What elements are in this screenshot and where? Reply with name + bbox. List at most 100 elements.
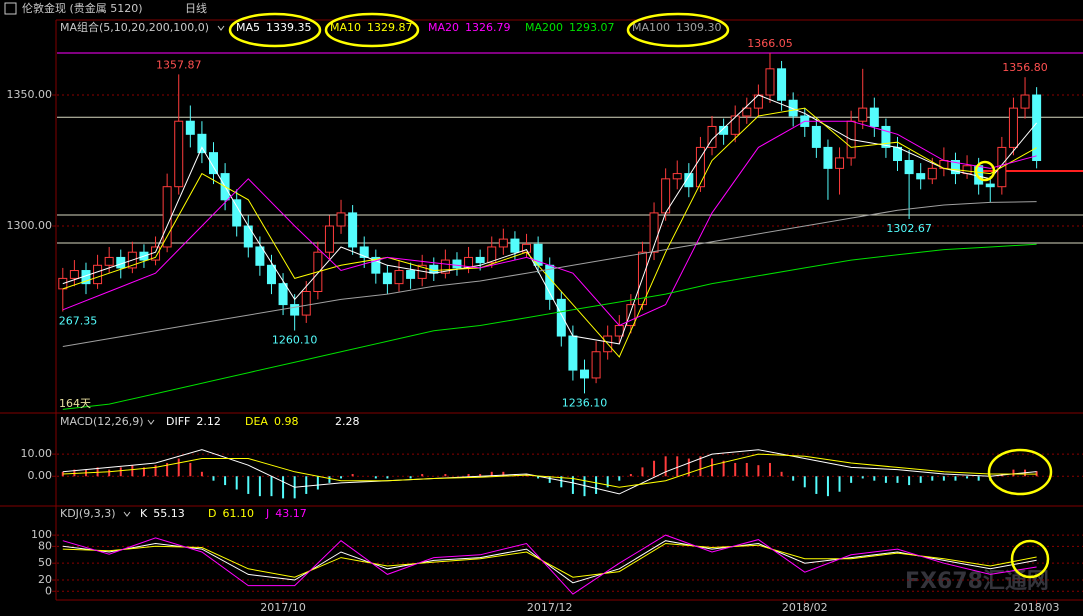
x-tick-label: 2017/10 [260, 601, 306, 614]
panel-title: MA组合(5,10,20,200,100,0) [60, 20, 209, 34]
candle-body [695, 146, 705, 188]
candle-body [765, 68, 775, 96]
candle-body [475, 256, 485, 264]
legend-name: MA10 [330, 21, 361, 34]
legend-value: 0.98 [274, 415, 299, 428]
y-tick-label: 10.00 [21, 447, 53, 460]
legend-value: 61.10 [222, 507, 254, 520]
highlight [987, 448, 1053, 496]
candle-body [985, 183, 995, 188]
candle-body [266, 264, 276, 285]
panel-title: MACD(12,26,9) [60, 415, 144, 428]
candle-body [197, 133, 207, 154]
y-tick-label: 50 [38, 556, 52, 569]
candle-body [962, 165, 972, 175]
candle-body [452, 259, 462, 269]
x-tick-label: 2018/03 [1014, 601, 1060, 614]
highlight [228, 12, 322, 48]
candle-body [858, 107, 868, 122]
price-label: 1357.87 [156, 58, 202, 71]
candle-body [719, 125, 729, 135]
dropdown-icon [123, 511, 131, 517]
candle-body [174, 120, 184, 188]
highlight [974, 160, 996, 182]
candle-body [730, 115, 740, 135]
candle-body [232, 199, 242, 227]
legend-name: DIFF [166, 415, 190, 428]
legend-value: 43.17 [275, 507, 307, 520]
candle-body [927, 167, 937, 180]
candle-body [1020, 94, 1030, 109]
period-label[interactable]: 日线 [185, 1, 207, 15]
legend-name: DEA [245, 415, 268, 428]
candle-body [104, 256, 114, 266]
y-tick-label: 100 [31, 528, 52, 541]
panel-title: KDJ(9,3,3) [60, 507, 116, 520]
candle-body [707, 125, 717, 148]
candle-body [498, 238, 508, 248]
legend-entry: MA100 1309.30 [632, 21, 722, 34]
candle-body [185, 120, 195, 135]
indicator-line [62, 120, 1037, 327]
y-tick-label: 80 [38, 539, 52, 552]
indicator-line [62, 540, 1037, 584]
legend-name: MA20 [428, 21, 459, 34]
legend-name: K [140, 507, 148, 520]
price-label: 1302.67 [886, 222, 932, 235]
candle-body [359, 246, 369, 258]
y-tick-label: 20 [38, 573, 52, 586]
candle-body [893, 146, 903, 162]
legend-entry: MA5 1339.35 [236, 21, 312, 34]
legend-name: MA200 [525, 21, 563, 34]
candle-body [371, 256, 381, 274]
candle-body [382, 272, 392, 285]
candle-body [811, 125, 821, 148]
legend-entry: DIFF 2.12 [166, 415, 221, 428]
candle-body [69, 270, 79, 279]
candle-body [881, 125, 891, 148]
candle-body [649, 212, 659, 253]
legend-name: D [208, 507, 216, 520]
candle-body [672, 173, 682, 180]
menu-icon[interactable] [4, 2, 17, 15]
dropdown-icon [147, 419, 155, 425]
candle-body [58, 277, 68, 290]
candle-body [290, 304, 300, 316]
legend-value: 1339.35 [266, 21, 312, 34]
indicator-line [62, 542, 1037, 578]
candle-body [93, 264, 103, 285]
legend-entry: DEA 0.98 [245, 415, 298, 428]
legend-value: 55.13 [153, 507, 185, 520]
candle-body [835, 157, 845, 169]
legend-entry: MA20 1326.79 [428, 21, 511, 34]
candle-body [777, 68, 787, 101]
y-tick-label: 1300.00 [7, 219, 53, 232]
price-label: 1260.10 [272, 334, 318, 347]
price-label: 1356.80 [1002, 61, 1048, 74]
legend-entry: MA200 1293.07 [525, 21, 615, 34]
candle-body [950, 160, 960, 175]
indicator-line [62, 453, 1037, 488]
price-label: 1236.10 [562, 396, 608, 409]
legend-entry: D 61.10 [208, 507, 254, 520]
x-tick-label: 2018/02 [782, 601, 828, 614]
legend-value: 1326.79 [465, 21, 511, 34]
price-label: 1366.05 [747, 37, 793, 50]
candle-body [510, 238, 520, 253]
candle-body [823, 146, 833, 169]
legend-entry: K 55.13 [140, 507, 185, 520]
dropdown-icon [217, 25, 225, 31]
candle-body [753, 94, 763, 109]
marks: 1300.00 1350.00 MA组合(5,10,20,200,100,0) MA5… [7, 20, 1083, 614]
highlight [324, 12, 420, 48]
x-tick-label: 2017/12 [527, 601, 573, 614]
highlight [1010, 539, 1050, 579]
candle-body [869, 107, 879, 127]
candle-body [336, 212, 346, 227]
indicator-line [62, 534, 1037, 595]
candle-body [406, 270, 416, 279]
instrument-title: 伦敦金现 (贵金属 5120) [22, 1, 143, 15]
candle-body [301, 290, 311, 316]
